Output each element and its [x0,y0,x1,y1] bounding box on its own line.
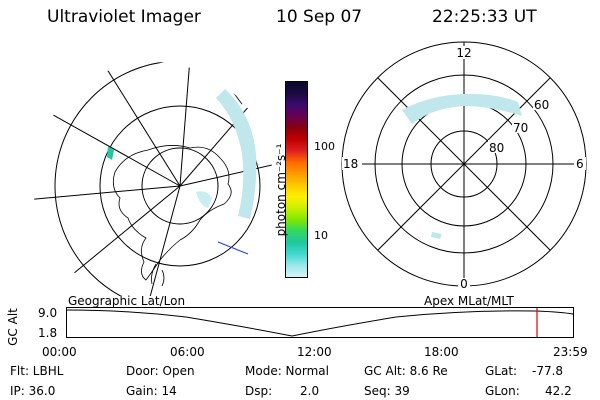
gc-alt-axis-label: GC Alt [6,308,20,346]
time-tick-2359: 23:59 [553,345,588,359]
date-label: 10 Sep 07 [276,7,363,27]
glon-value: 42.2 [545,384,572,398]
mlt-label-6: 6 [576,157,584,171]
time-tick-0600: 06:00 [170,345,205,359]
ip-info: IP: 36.0 [10,384,56,398]
colorbar-unit-label: photon cm⁻²s⁻¹ [274,143,288,237]
colorbar-tick-10: 10 [314,229,328,242]
mlat-label-70: 70 [513,121,528,135]
gc-alt-tick-high: 9.0 [38,306,58,320]
gc-alt-info: GC Alt: 8.6 Re [364,364,448,378]
glat-label: GLat: [485,364,518,378]
instrument-title: Ultraviolet Imager [47,7,201,27]
apex-caption: Apex MLat/MLT [424,294,514,308]
time-label: 22:25:33 UT [432,7,537,27]
colorbar-tick-100: 100 [314,140,335,153]
mlt-label-18: 18 [343,157,358,171]
mlat-label-80: 80 [489,141,504,155]
mlt-label-0: 0 [460,277,468,290]
time-tick-0000: 00:00 [42,345,77,359]
dsp-value: 2.0 [300,384,320,398]
dsp-label: Dsp: [245,384,273,398]
mode-info: Mode: Normal [245,364,329,378]
mlt-label-12: 12 [456,46,471,60]
gain-info: Gain: 14 [126,384,177,398]
magnetic-map: 12 0 18 6 60 70 80 [341,41,587,290]
geographic-map [33,62,273,296]
altitude-timeline [66,307,574,338]
colorbar [285,81,308,278]
seq-info: Seq: 39 [364,384,410,398]
glat-value: -77.8 [532,364,564,378]
time-tick-1800: 18:00 [424,345,459,359]
mlat-label-60: 60 [534,98,549,112]
filter-info: Flt: LBHL [10,364,64,378]
door-info: Door: Open [126,364,195,378]
gc-alt-tick-low: 1.8 [38,326,58,340]
time-tick-1200: 12:00 [297,345,332,359]
geographic-caption: Geographic Lat/Lon [68,294,186,308]
glon-label: GLon: [485,384,520,398]
